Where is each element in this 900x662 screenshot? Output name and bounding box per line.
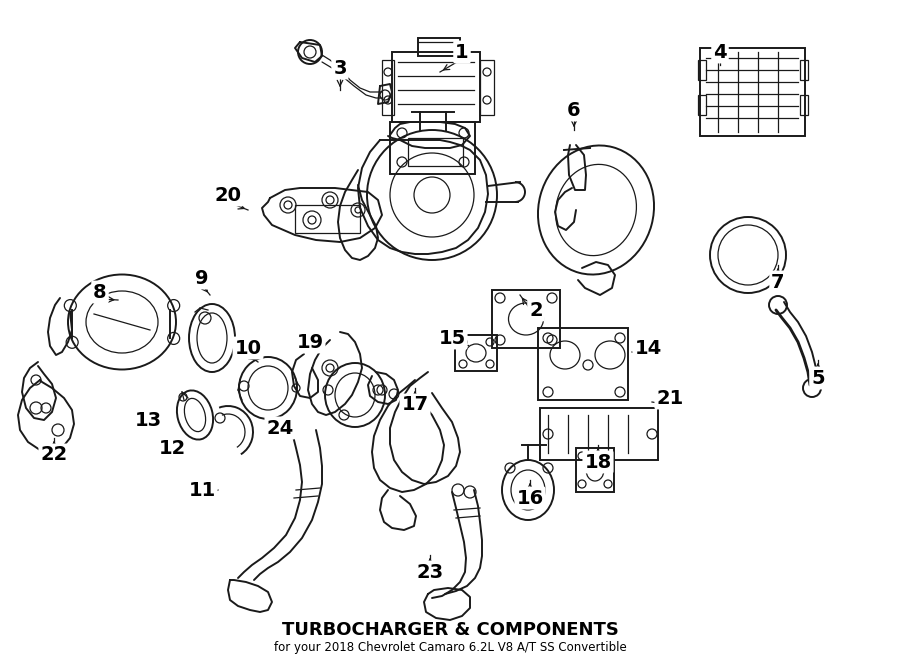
Text: 22: 22 [40,446,68,465]
Bar [390,122,475,174]
Bar [418,38,460,56]
Bar [408,138,463,166]
Bar [382,60,394,115]
Text: 23: 23 [417,563,444,581]
Bar [576,448,614,492]
Text: 12: 12 [158,438,185,457]
Bar [455,335,497,371]
Text: TURBOCHARGER & COMPONENTS: TURBOCHARGER & COMPONENTS [282,621,618,639]
Bar [698,95,706,115]
Text: 1: 1 [455,42,469,62]
Text: 13: 13 [134,410,162,430]
Text: 15: 15 [438,328,465,348]
Text: 18: 18 [584,453,612,471]
Bar [540,408,658,460]
Text: 5: 5 [811,369,824,387]
Text: 19: 19 [296,332,324,352]
Bar [392,52,480,122]
Text: 7: 7 [771,273,785,291]
Bar [492,290,560,348]
Text: 2: 2 [529,301,543,320]
Text: 9: 9 [195,269,209,287]
Bar [480,60,494,115]
Text: 4: 4 [713,42,727,62]
Text: 6: 6 [567,101,580,120]
Bar [700,48,805,136]
Bar [538,328,628,400]
Text: 10: 10 [235,338,262,357]
Text: 14: 14 [634,338,662,357]
Text: 20: 20 [214,185,241,205]
Text: 24: 24 [266,418,293,438]
Text: 21: 21 [656,389,684,408]
Text: 8: 8 [94,283,107,301]
Bar [698,60,706,80]
Text: 17: 17 [401,395,428,414]
Text: 16: 16 [517,489,544,508]
Text: for your 2018 Chevrolet Camaro 6.2L V8 A/T SS Convertible: for your 2018 Chevrolet Camaro 6.2L V8 A… [274,641,626,655]
Bar [800,95,808,115]
Text: 11: 11 [188,481,216,500]
Text: 3: 3 [333,58,346,77]
Bar [800,60,808,80]
Bar [295,205,360,233]
